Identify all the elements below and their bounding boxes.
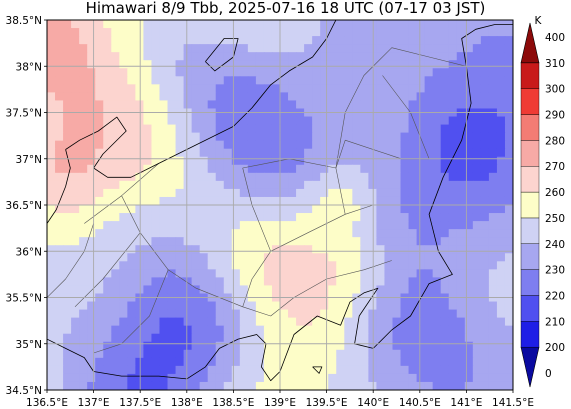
colorbar-segment	[520, 62, 540, 89]
lon-tick-label: 140°E	[357, 397, 389, 409]
lat-ticks: 34.5°N 35°N 35.5°N 36°N 36.5°N 37°N 37.5°N 38°N…	[6, 15, 47, 397]
colorbar-segment	[520, 346, 540, 388]
colorbar-tick-label: 220	[545, 290, 565, 302]
colorbar-tick-label: 200	[545, 342, 565, 354]
lat-tick-label: 36.5°N	[6, 200, 42, 212]
lon-tick-label: 141°E	[450, 397, 482, 409]
colorbar-segment	[520, 269, 540, 296]
colorbar-tick-label: 0	[545, 368, 552, 380]
lon-tick-label: 141.5°E	[492, 397, 534, 409]
colorbar-segment	[520, 114, 540, 141]
lat-tick-label: 37°N	[16, 154, 42, 166]
lon-tick-label: 138.5°E	[212, 397, 254, 409]
lat-tick-label: 38°N	[16, 61, 42, 73]
colorbar-tick-label: 240	[545, 239, 565, 251]
colorbar-tick-label: 250	[545, 213, 565, 225]
lon-tick-label: 137.5°E	[119, 397, 161, 409]
colorbar-tick-label: 270	[545, 161, 565, 173]
map-gridlines	[47, 20, 513, 390]
colorbar-segment	[520, 295, 540, 322]
lon-tick-label: 137°E	[78, 397, 110, 409]
colorbar-segment	[520, 217, 540, 244]
brightness-temperature-field	[47, 20, 513, 390]
colorbar-tick-label: 400	[545, 32, 565, 44]
colorbar-tick-label: 300	[545, 84, 565, 96]
colorbar-segment	[520, 191, 540, 219]
colorbar-tick-label: 310	[545, 58, 565, 70]
colorbar: 0 200 210 220 230 240 250 260 270 280 290 300 310 400…	[520, 15, 565, 388]
lon-tick-label: 138°E	[171, 397, 203, 409]
colorbar-unit: K	[535, 15, 543, 27]
colorbar-tick-label: 210	[545, 316, 565, 328]
lat-tick-label: 35°N	[16, 339, 42, 351]
lat-tick-label: 36°N	[16, 246, 42, 258]
colorbar-tick-label: 280	[545, 135, 565, 147]
map-title: Himawari 8/9 Tbb, 2025-07-16 18 UTC (07-…	[85, 0, 486, 17]
colorbar-segment	[520, 321, 540, 348]
lon-tick-label: 139.5°E	[306, 397, 348, 409]
colorbar-segment	[520, 243, 540, 270]
lon-ticks: 136.5°E 137°E 137.5°E 138°E 138.5°E 139°E 139.…	[26, 390, 534, 409]
colorbar-tick-label: 290	[545, 110, 565, 122]
lat-tick-label: 37.5°N	[6, 108, 42, 120]
colorbar-segment	[520, 88, 540, 115]
lat-tick-label: 38.5°N	[6, 15, 42, 27]
lat-tick-label: 34.5°N	[6, 385, 42, 397]
lat-tick-label: 35.5°N	[6, 293, 42, 305]
colorbar-tick-label: 230	[545, 265, 565, 277]
lon-tick-label: 136.5°E	[26, 397, 68, 409]
colorbar-segment	[520, 166, 540, 193]
colorbar-tick-label: 260	[545, 187, 565, 199]
lon-tick-label: 140.5°E	[399, 397, 441, 409]
lon-tick-label: 139°E	[264, 397, 296, 409]
colorbar-segment	[520, 22, 540, 64]
colorbar-segment	[520, 140, 540, 167]
